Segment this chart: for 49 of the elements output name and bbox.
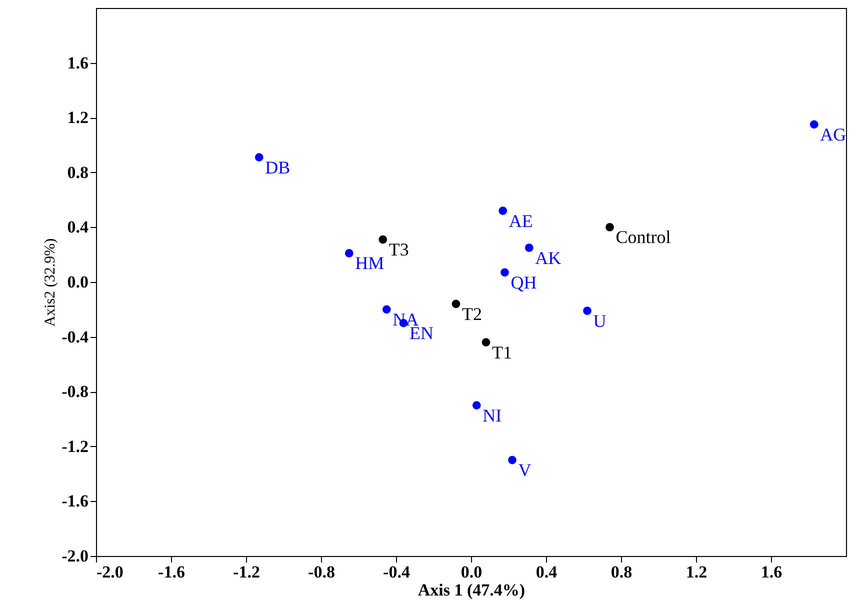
point [254,153,264,162]
x-axis-title: Axis 1 (47.4%) [418,580,526,600]
x-tick-label: 1.2 [686,562,708,582]
x-tick-label: -1.6 [158,562,185,582]
annotation: DB [265,157,290,178]
y-axis-title: Axis2 (32.9%) [42,238,59,327]
y-tick-label: 0.4 [67,218,89,237]
x-tick-label: -0.4 [383,562,410,582]
annotation: HM [355,253,384,274]
x-tick-label: 1.6 [760,562,782,582]
point [498,206,508,215]
y-tick-label: -1.6 [62,492,88,511]
x-tick-label: 0.8 [610,562,632,582]
x-tick-label: -1.2 [233,562,260,582]
annotation: NI [482,405,502,426]
annotation: AE [508,210,533,231]
x-tick-label: -2.0 [96,562,124,582]
annotation: T2 [462,304,482,324]
y-tick-label: 1.2 [67,108,88,128]
point [378,235,388,244]
y-tick-label: 1.6 [67,53,88,72]
point [472,401,481,410]
point [583,306,592,315]
point [500,268,509,277]
point [524,244,534,252]
annotation: T3 [388,240,409,260]
x-tick-label: -0.8 [308,562,335,582]
y-tick-label: 0.8 [67,162,88,182]
annotation: QH [510,272,537,292]
x-tick-label: 0.4 [536,562,558,582]
annotation: T1 [492,342,512,362]
annotation: AK [535,248,562,268]
point [482,338,490,346]
point [382,305,391,314]
annotation: Control [616,227,671,248]
point [452,300,460,308]
annotation: V [518,460,532,480]
y-tick-label: -2.0 [62,546,88,566]
point [606,223,614,232]
x-tick-label: 0.0 [460,562,482,582]
y-tick-label: -0.4 [62,327,89,346]
y-tick-label: -0.8 [62,382,88,402]
point [508,456,516,464]
point [810,120,818,129]
annotation: AG [820,124,846,144]
annotation: U [593,310,606,331]
y-tick-label: 0.0 [67,272,88,292]
y-tick-label: -1.2 [62,436,88,456]
point [344,249,354,258]
